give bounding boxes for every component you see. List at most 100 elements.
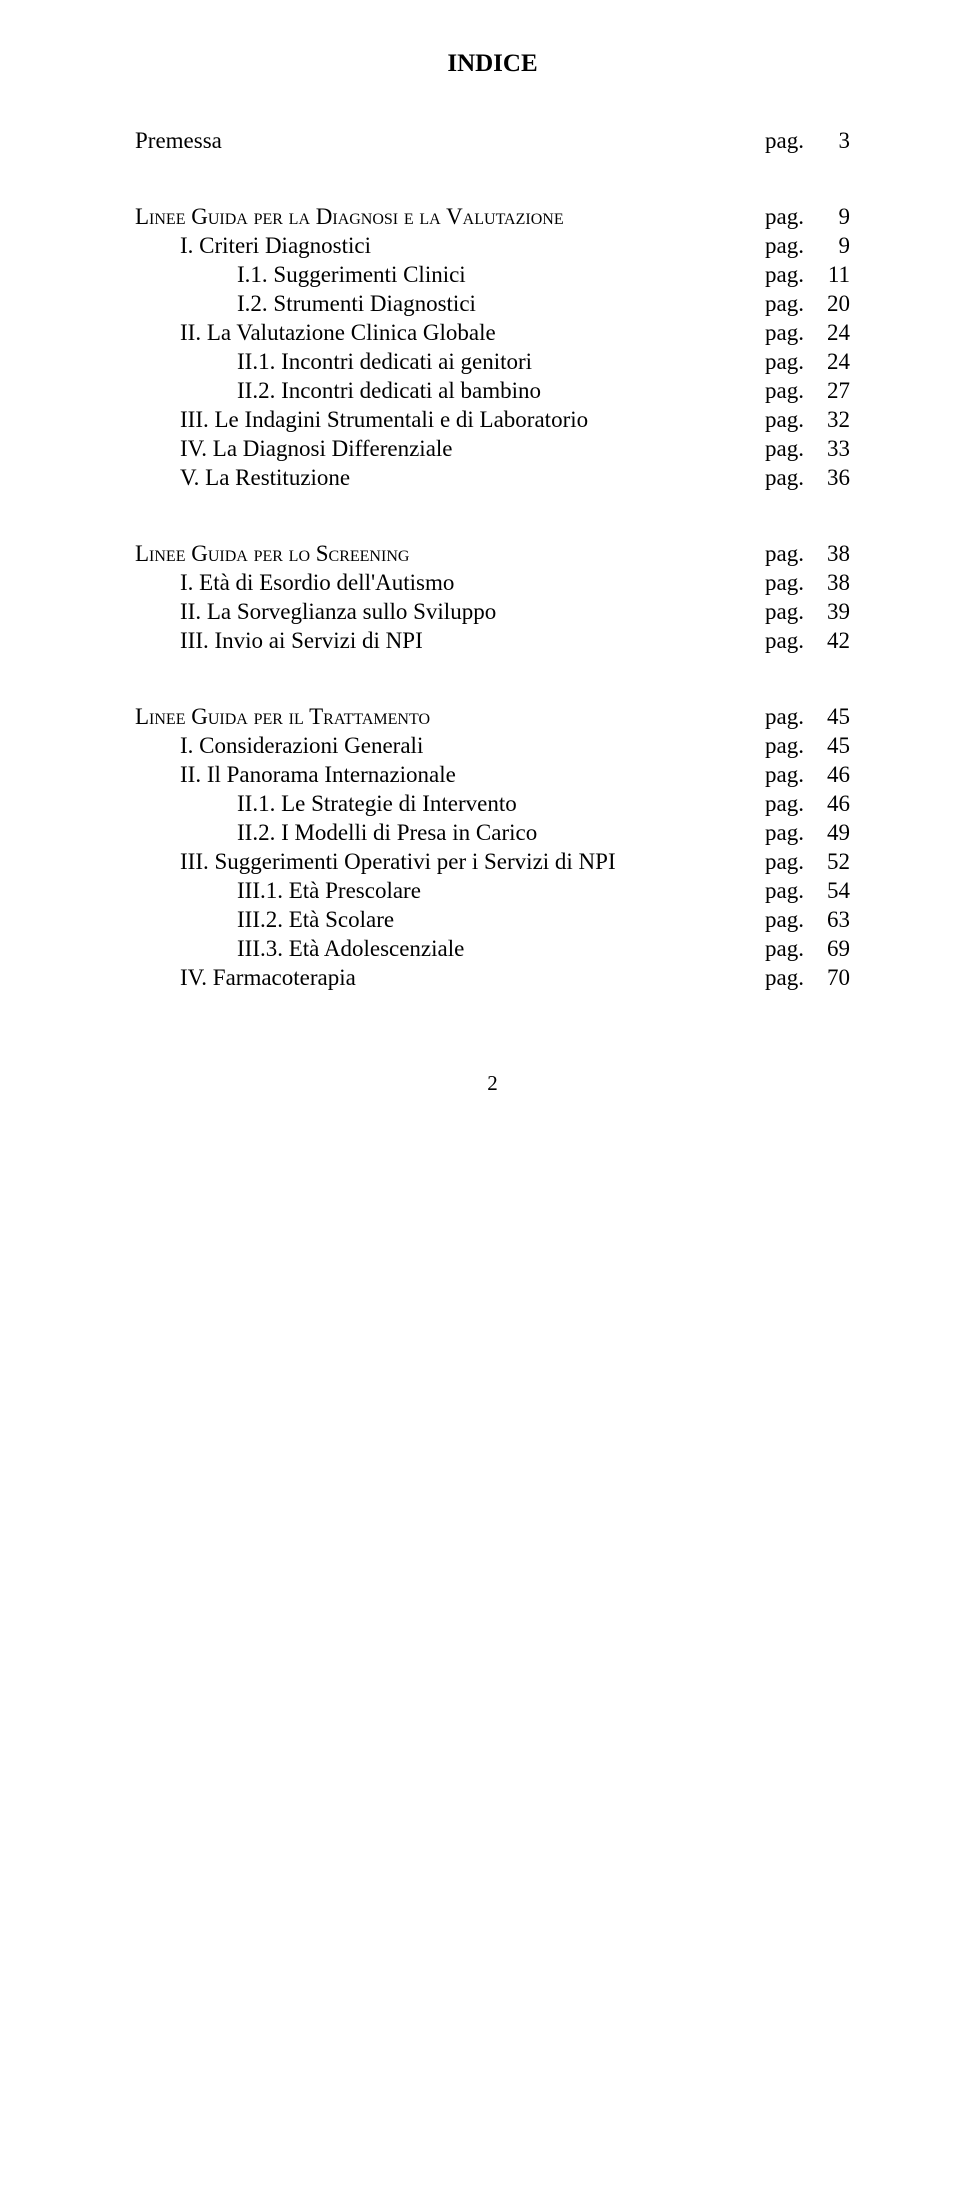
toc-label: II. La Sorveglianza sullo Sviluppo <box>135 599 745 625</box>
pag-number: 9 <box>820 204 850 230</box>
toc-label: V. La Restituzione <box>135 465 745 491</box>
pag-label: pag. <box>765 541 820 567</box>
pag-label: pag. <box>765 878 820 904</box>
toc-row: V. La Restituzionepag.36 <box>135 465 850 491</box>
toc-page: pag.33 <box>745 436 850 462</box>
pag-number: 46 <box>820 791 850 817</box>
toc-section: Linee Guida per il Trattamentopag.45I. C… <box>135 704 850 991</box>
pag-number: 52 <box>820 849 850 875</box>
pag-number: 49 <box>820 820 850 846</box>
pag-number: 11 <box>820 262 850 288</box>
pag-label: pag. <box>765 233 820 259</box>
toc-page: pag.49 <box>745 820 850 846</box>
toc-page: pag.46 <box>745 791 850 817</box>
toc-row: Linee Guida per lo Screeningpag.38 <box>135 541 850 567</box>
toc-label: II. La Valutazione Clinica Globale <box>135 320 745 346</box>
toc-row: IV. Farmacoterapiapag.70 <box>135 965 850 991</box>
toc-row: I.2. Strumenti Diagnosticipag.20 <box>135 291 850 317</box>
toc-row: III. Suggerimenti Operativi per i Serviz… <box>135 849 850 875</box>
pag-number: 9 <box>820 233 850 259</box>
toc-page: pag.9 <box>745 233 850 259</box>
pag-label: pag. <box>765 704 820 730</box>
pag-label: pag. <box>765 262 820 288</box>
toc-page: pag.36 <box>745 465 850 491</box>
pag-label: pag. <box>765 436 820 462</box>
pag-number: 63 <box>820 907 850 933</box>
pag-number: 69 <box>820 936 850 962</box>
toc-row: Linee Guida per il Trattamentopag.45 <box>135 704 850 730</box>
toc-label: III.1. Età Prescolare <box>135 878 745 904</box>
toc-page: pag.20 <box>745 291 850 317</box>
toc-row: I. Criteri Diagnosticipag.9 <box>135 233 850 259</box>
pag-number: 20 <box>820 291 850 317</box>
toc-label: I. Considerazioni Generali <box>135 733 745 759</box>
toc-page: pag.54 <box>745 878 850 904</box>
pag-label: pag. <box>765 599 820 625</box>
toc-label: I.1. Suggerimenti Clinici <box>135 262 745 288</box>
toc-label: Premessa <box>135 128 745 154</box>
pag-number: 39 <box>820 599 850 625</box>
toc-row: III. Le Indagini Strumentali e di Labora… <box>135 407 850 433</box>
pag-label: pag. <box>765 907 820 933</box>
toc-page: pag.52 <box>745 849 850 875</box>
toc-label: Linee Guida per la Diagnosi e la Valutaz… <box>135 204 745 230</box>
pag-label: pag. <box>765 204 820 230</box>
toc-row: III. Invio ai Servizi di NPIpag.42 <box>135 628 850 654</box>
toc-page: pag.9 <box>745 204 850 230</box>
toc-row: II.2. Incontri dedicati al bambinopag.27 <box>135 378 850 404</box>
toc-label: II. Il Panorama Internazionale <box>135 762 745 788</box>
toc-row: II.1. Incontri dedicati ai genitori pag.2… <box>135 349 850 375</box>
pag-number: 32 <box>820 407 850 433</box>
toc-page: pag.70 <box>745 965 850 991</box>
pag-label: pag. <box>765 465 820 491</box>
toc-label: I. Criteri Diagnostici <box>135 233 745 259</box>
toc-label: IV. La Diagnosi Differenziale <box>135 436 745 462</box>
pag-label: pag. <box>765 628 820 654</box>
toc-section: Linee Guida per la Diagnosi e la Valutaz… <box>135 204 850 491</box>
pag-number: 33 <box>820 436 850 462</box>
pag-number: 46 <box>820 762 850 788</box>
toc-label: II.1. Incontri dedicati ai genitori <box>135 349 745 375</box>
toc-row: Linee Guida per la Diagnosi e la Valutaz… <box>135 204 850 230</box>
pag-label: pag. <box>765 349 820 375</box>
pag-number: 3 <box>820 128 850 154</box>
pag-number: 45 <box>820 733 850 759</box>
toc-page: pag.69 <box>745 936 850 962</box>
pag-label: pag. <box>765 407 820 433</box>
pag-number: 38 <box>820 570 850 596</box>
toc-page: pag.45 <box>745 704 850 730</box>
toc-row: II. La Sorveglianza sullo Sviluppopag.39 <box>135 599 850 625</box>
pag-number: 27 <box>820 378 850 404</box>
toc-row: II.2. I Modelli di Presa in Caricopag.49 <box>135 820 850 846</box>
pag-label: pag. <box>765 965 820 991</box>
toc-label: Linee Guida per il Trattamento <box>135 704 745 730</box>
toc-row: II.1. Le Strategie di Interventopag.46 <box>135 791 850 817</box>
toc-row: I.1. Suggerimenti Clinici pag.11 <box>135 262 850 288</box>
toc-row: II. La Valutazione Clinica Globalepag.24 <box>135 320 850 346</box>
toc-page: pag.46 <box>745 762 850 788</box>
pag-label: pag. <box>765 762 820 788</box>
pag-label: pag. <box>765 128 820 154</box>
page-footer-number: 2 <box>135 1071 850 1096</box>
toc-page: pag.42 <box>745 628 850 654</box>
pag-label: pag. <box>765 849 820 875</box>
toc-page: pag.24 <box>745 320 850 346</box>
toc-label: II.1. Le Strategie di Intervento <box>135 791 745 817</box>
toc-page: pag.63 <box>745 907 850 933</box>
toc-row: I. Considerazioni Generalipag.45 <box>135 733 850 759</box>
table-of-contents: Premessapag.3Linee Guida per la Diagnosi… <box>135 128 850 991</box>
pag-label: pag. <box>765 791 820 817</box>
pag-number: 42 <box>820 628 850 654</box>
pag-number: 45 <box>820 704 850 730</box>
toc-row: Premessapag.3 <box>135 128 850 154</box>
pag-number: 24 <box>820 349 850 375</box>
pag-label: pag. <box>765 291 820 317</box>
toc-page: pag.39 <box>745 599 850 625</box>
toc-page: pag.3 <box>745 128 850 154</box>
toc-row: III.2. Età Scolarepag.63 <box>135 907 850 933</box>
toc-label: III. Invio ai Servizi di NPI <box>135 628 745 654</box>
pag-label: pag. <box>765 570 820 596</box>
pag-label: pag. <box>765 936 820 962</box>
toc-label: III.2. Età Scolare <box>135 907 745 933</box>
pag-number: 36 <box>820 465 850 491</box>
